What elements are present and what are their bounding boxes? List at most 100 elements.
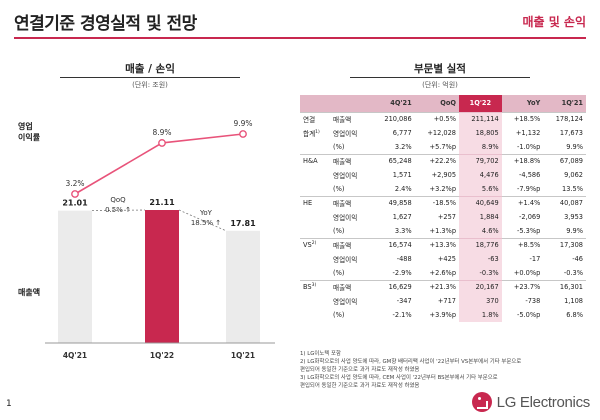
left-heading: 매출 / 손익 — [125, 63, 175, 75]
revenue-bar — [58, 210, 92, 343]
revenue-value-label: 21.11 — [149, 198, 175, 207]
segment-name: BS3) — [300, 279, 330, 294]
table-cell: 1,884 — [459, 210, 502, 224]
title-divider — [14, 37, 586, 39]
table-cell: 17,308 — [543, 237, 586, 252]
segment-name — [300, 224, 330, 238]
revenue-value-label: 21.01 — [62, 199, 88, 208]
table-cell: 8.9% — [459, 140, 502, 154]
table-cell: 210,086 — [372, 111, 415, 126]
table-cell: +18.8% — [501, 153, 544, 168]
segment-name — [300, 266, 330, 280]
metric-name: 영업이익 — [333, 256, 358, 264]
table-cell: +13.3% — [414, 237, 460, 252]
table-cell: 6,777 — [392, 129, 412, 137]
table-cell: -7.9%p — [516, 184, 541, 193]
category-tick-label: 1Q'21 — [231, 351, 255, 360]
opm-point — [158, 139, 166, 147]
category-tick-label: 4Q'21 — [63, 351, 87, 360]
table-cell: 370 — [459, 294, 502, 308]
revenue-bar — [145, 210, 179, 343]
segment-name: HE — [300, 195, 330, 210]
table-cell: 1,108 — [564, 297, 583, 305]
table-cell: +21.3% — [414, 279, 460, 294]
table-row: 영업이익 -488 +425 -63 -17 -46 — [300, 252, 586, 266]
header-1q22: 1Q'22 — [459, 95, 502, 112]
table-cell: 3,953 — [564, 213, 583, 221]
metric-name: (%) — [333, 226, 345, 235]
segment-name — [300, 210, 330, 224]
table-row: 영업이익 1,571 +2,905 4,476 -4,586 9,062 — [300, 168, 586, 182]
table-cell: +3.9%p — [429, 311, 457, 319]
table-cell: -738 — [525, 297, 541, 305]
table-cell: -18.5% — [414, 195, 460, 210]
table-cell: -63 — [459, 252, 502, 266]
table-cell: -488 — [396, 255, 412, 263]
table-cell: +3.2%p — [429, 184, 457, 193]
table-cell: 40,087 — [543, 195, 586, 210]
metric-name: 영업이익 — [333, 130, 358, 138]
table-cell: +1.3%p — [429, 226, 457, 235]
table-cell: 65,248 — [372, 153, 415, 168]
table-cell: -0.3% — [563, 268, 583, 277]
table-cell: +18.5% — [501, 111, 544, 126]
table-row: 연결 매출액 210,086 +0.5% 211,114 +18.5% 178,124 — [300, 111, 586, 126]
table-row: (%) -2.1% +3.9%p 1.8% -5.0%p 6.8% — [300, 308, 586, 322]
table-cell: 17,673 — [559, 129, 583, 137]
header-4q21: 4Q'21 — [372, 95, 415, 112]
left-unit: (단위: 조원) — [132, 81, 168, 89]
table-cell: -17 — [529, 255, 541, 263]
opm-value-label: 3.2% — [65, 179, 84, 188]
table-cell: +0.5% — [414, 111, 460, 126]
table-cell: 3.2% — [394, 142, 412, 151]
table-cell: 9.9% — [566, 226, 583, 235]
footnote-marker: 3) — [311, 283, 317, 289]
table-cell: -2.9% — [392, 268, 412, 277]
segment-name — [300, 294, 330, 308]
table-row: HE 매출액 49,858 -18.5% 40,649 +1.4% 40,087 — [300, 195, 586, 210]
table-cell: 1.8% — [459, 308, 502, 322]
footnote-marker: 1) — [315, 129, 320, 135]
qoq-connector — [91, 209, 146, 212]
metric-name: 매출액 — [330, 279, 372, 294]
table-cell: 13.5% — [562, 184, 583, 193]
segment-name — [300, 140, 330, 154]
yoy-label: YoY — [199, 209, 213, 217]
table-cell: -5.3%p — [516, 226, 541, 235]
table-cell: +23.7% — [501, 279, 544, 294]
table-row: (%) 2.4% +3.2%p 5.6% -7.9%p 13.5% — [300, 182, 586, 196]
table-row: (%) 3.3% +1.3%p 4.6% -5.3%p 9.9% — [300, 224, 586, 238]
table-row: (%) 3.2% +5.7%p 8.9% -1.0%p 9.9% — [300, 140, 586, 154]
table-row: VS2) 매출액 16,574 +13.3% 18,776 +8.5% 17,308 — [300, 237, 586, 252]
table-cell: 18,805 — [459, 126, 502, 140]
metric-name: 매출액 — [330, 237, 372, 252]
yoy-connector — [178, 209, 227, 232]
table-cell: -4,586 — [519, 171, 541, 179]
qoq-value: 0.5% ↑ — [105, 206, 131, 214]
revenue-value-label: 17.81 — [230, 219, 256, 228]
revenue-bar — [226, 230, 260, 343]
table-cell: +12,028 — [427, 129, 457, 137]
table-cell: +425 — [437, 255, 457, 263]
revenue-axis-label: 매출액 — [18, 288, 41, 297]
table-cell: +2.6%p — [429, 268, 457, 277]
segment-name — [300, 252, 330, 266]
table-cell: +1,132 — [515, 129, 541, 137]
opm-label-line1: 영업 — [18, 122, 33, 131]
table-row: 영업이익 -347 +717 370 -738 1,108 — [300, 294, 586, 308]
table-cell: -5.0%p — [516, 311, 541, 319]
opm-value-label: 8.9% — [152, 128, 171, 137]
opm-label-line2: 이익률 — [18, 133, 41, 142]
table-cell: -46 — [572, 255, 583, 263]
metric-name: (%) — [333, 311, 345, 319]
segment-name — [300, 308, 330, 322]
metric-name: 영업이익 — [333, 214, 358, 222]
page-number: 1 — [6, 399, 12, 409]
segment-name: H&A — [300, 153, 330, 168]
metric-name: 영업이익 — [333, 298, 358, 306]
footnote: 편입되어 동일한 기준으로 과거 자료도 재작성 하였음 — [300, 383, 420, 389]
table-cell: +5.7%p — [429, 142, 457, 151]
segment-table: 4Q'21 QoQ 1Q'22 YoY 1Q'21 연결 매출액 210,086 +0… — [300, 95, 586, 322]
table-header-row: 4Q'21 QoQ 1Q'22 YoY 1Q'21 — [300, 95, 586, 112]
table-cell: -0.3% — [459, 266, 502, 280]
